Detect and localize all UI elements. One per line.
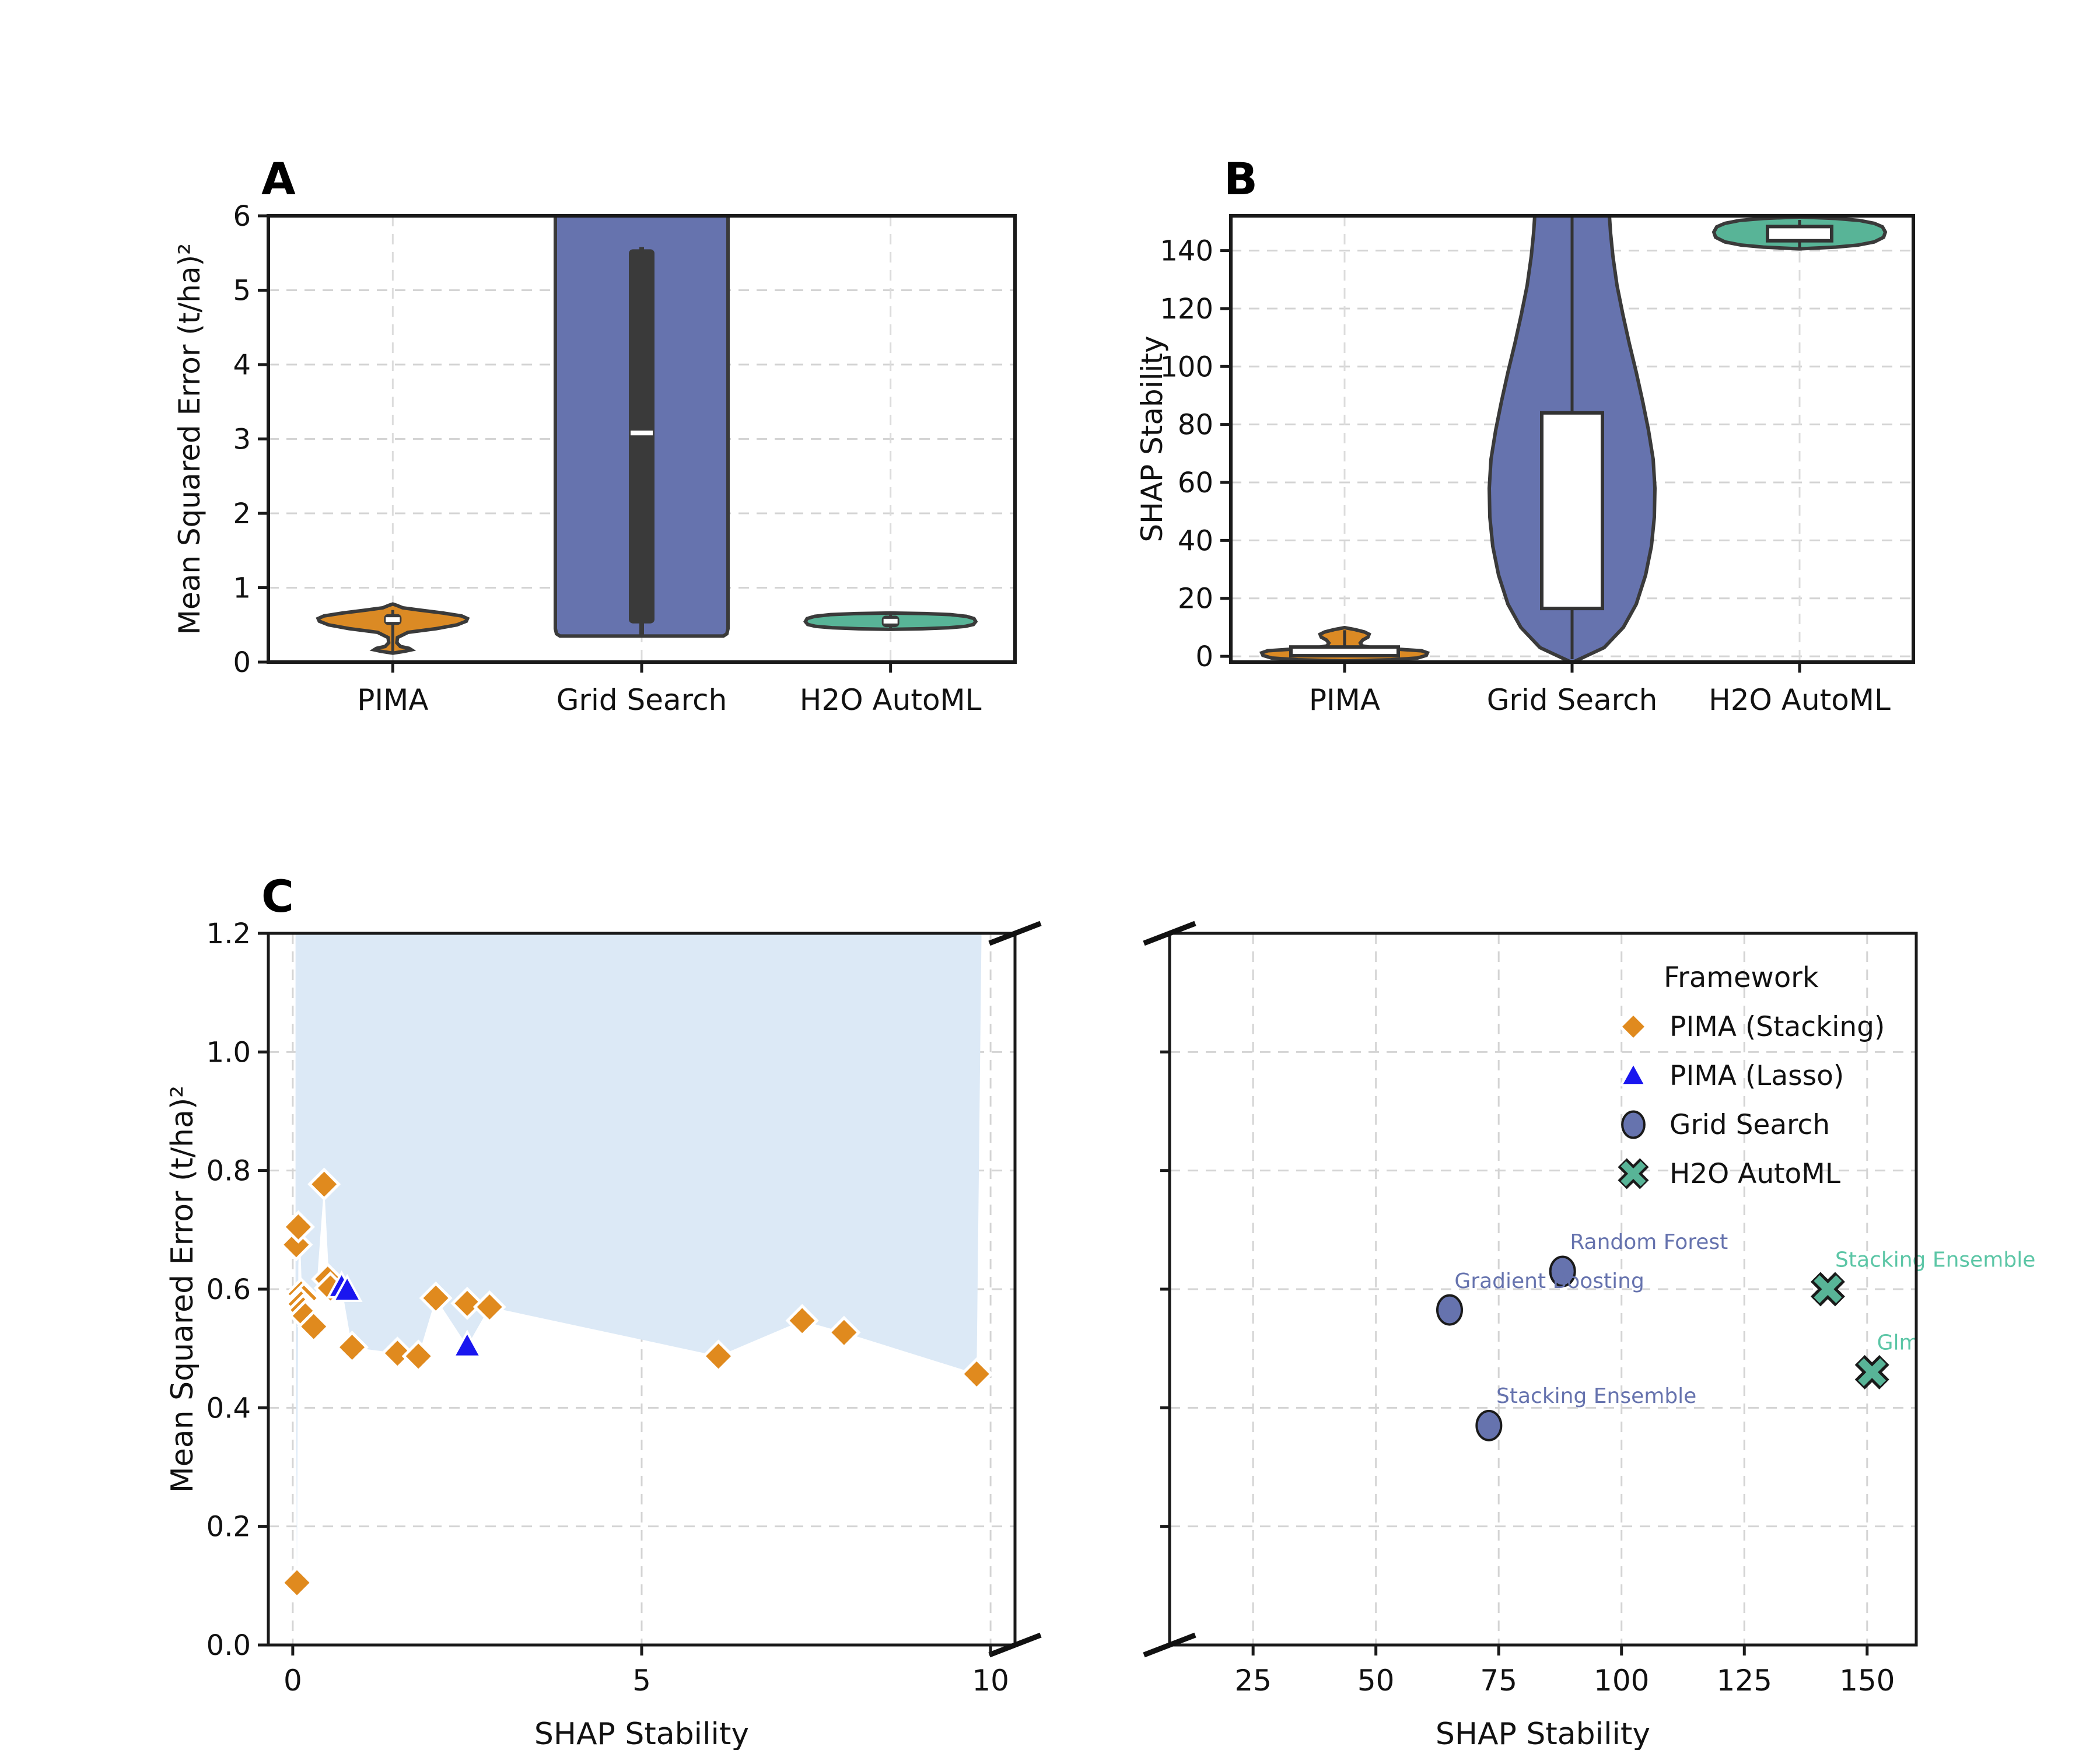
- legend-label: PIMA (Lasso): [1670, 1060, 1844, 1092]
- y-tick-label: 2: [233, 498, 251, 530]
- y-tick-label: 100: [1160, 351, 1213, 383]
- y-tick-label: 40: [1178, 524, 1213, 557]
- panel-a-label: A: [261, 153, 296, 205]
- y-tick-label: 1.2: [206, 918, 251, 950]
- diamond-marker: [1618, 1011, 1649, 1042]
- x-axis-label-right: SHAP Stability: [1436, 1717, 1650, 1750]
- diamond-marker: [335, 1331, 369, 1364]
- y-tick-label: 0: [233, 646, 251, 679]
- series-h2o-automl: [1810, 1272, 1889, 1390]
- y-tick-label: 80: [1178, 409, 1213, 442]
- y-tick-label: 0: [1195, 640, 1213, 673]
- x-axis-label-left: SHAP Stability: [534, 1717, 749, 1750]
- y-tick-label: 120: [1160, 293, 1213, 326]
- diamond-marker: [827, 1315, 861, 1349]
- diamond-marker: [380, 1336, 414, 1370]
- box-grid-search: [1540, 411, 1604, 611]
- x-tick-label: 5: [632, 1664, 651, 1698]
- y-tick-label: 1.0: [206, 1036, 251, 1069]
- diamond-marker: [401, 1339, 435, 1373]
- box-grid-search: [629, 249, 654, 624]
- series-pima-stacking-: [279, 1167, 993, 1600]
- y-tick-label: 60: [1178, 467, 1213, 499]
- y-tick-label: 20: [1178, 583, 1213, 615]
- y-axis-label: SHAP Stability: [1135, 335, 1169, 542]
- x-tick-label: 125: [1717, 1664, 1772, 1698]
- x-category-label: PIMA: [357, 683, 428, 717]
- y-tick-label: 1: [233, 572, 251, 605]
- axis-break-mark: [1143, 921, 1196, 946]
- diamond-marker: [297, 1310, 331, 1343]
- legend-framework: Framework PIMA (Stacking) PIMA (Lasso) Grid…: [1618, 961, 1885, 1190]
- x-category-label: Grid Search: [556, 683, 727, 717]
- diamond-marker: [281, 1210, 315, 1244]
- x-tick-label: 25: [1234, 1664, 1272, 1698]
- series-pima-lasso-: [326, 1270, 483, 1358]
- x-tick-label: 0: [284, 1664, 302, 1698]
- y-tick-label: 5: [233, 275, 251, 307]
- diamond-marker: [473, 1290, 506, 1324]
- panel-b-label: B: [1224, 153, 1258, 205]
- circle-marker: [1549, 1255, 1576, 1287]
- x-category-label: H2O AutoML: [1709, 683, 1891, 717]
- y-tick-label: 0.6: [206, 1273, 251, 1306]
- y-tick-label: 140: [1160, 235, 1213, 268]
- series-grid-search: [1436, 1255, 1576, 1441]
- y-tick-label: 6: [233, 200, 251, 233]
- y-tick-label: 3: [233, 424, 251, 456]
- panel-a-violin-plot: 0 1 2 3 4 5 6 PIMA Grid Search H2O AutoML Mean Squ…: [173, 200, 1017, 717]
- diamond-marker: [307, 1167, 341, 1201]
- box-pima: [1289, 645, 1400, 658]
- x-tick-label: 50: [1357, 1664, 1395, 1698]
- pareto-band: [295, 933, 982, 1583]
- axis-break-mark: [988, 1632, 1042, 1658]
- legend-label: PIMA (Stacking): [1670, 1011, 1885, 1043]
- diamond-marker: [280, 1566, 314, 1600]
- legend-label: Grid Search: [1670, 1109, 1830, 1141]
- y-axis-label: Mean Squared Error (t/ha)²: [165, 1086, 200, 1493]
- x-category-label: Grid Search: [1487, 683, 1658, 717]
- y-tick-label: 0.4: [206, 1392, 251, 1424]
- diamond-marker: [450, 1286, 484, 1320]
- circle-marker: [1475, 1409, 1503, 1441]
- axis-break-mark: [988, 921, 1042, 946]
- x-tick-label: 100: [1594, 1664, 1649, 1698]
- y-tick-label: 0.0: [206, 1629, 251, 1662]
- y-axis-label: Mean Squared Error (t/ha)²: [173, 243, 206, 635]
- axis-break-mark: [1143, 1632, 1196, 1658]
- legend-label: H2O AutoML: [1670, 1158, 1840, 1190]
- panel-c-scatter-plot: Random Forest Gradient Boosting Stacking E…: [165, 918, 2035, 1750]
- triangle-marker: [1619, 1060, 1648, 1087]
- x-tick-label: 10: [972, 1664, 1009, 1698]
- point-annotation: Stacking Ensemble: [1496, 1384, 1696, 1408]
- diamond-marker: [419, 1281, 453, 1315]
- y-tick-label: 4: [233, 349, 251, 382]
- diamond-marker: [960, 1357, 993, 1391]
- x-category-label: PIMA: [1309, 683, 1380, 717]
- point-annotation: Stacking Ensemble: [1835, 1248, 2035, 1272]
- y-tick-label: 0.8: [206, 1155, 251, 1188]
- point-annotation: Gradient Boosting: [1454, 1269, 1644, 1293]
- circle-marker: [1621, 1110, 1646, 1139]
- diamond-marker: [702, 1339, 736, 1373]
- diamond-marker: [785, 1304, 819, 1338]
- circle-marker: [1436, 1294, 1463, 1326]
- x-category-label: H2O AutoML: [800, 683, 982, 717]
- triangle-marker: [331, 1273, 363, 1303]
- x-tick-label: 75: [1480, 1664, 1517, 1698]
- panel-b-violin-plot: 0 20 40 60 80 100 120 140 PIMA Grid Search H2O Aut…: [1135, 214, 1915, 717]
- legend-title: Framework: [1664, 961, 1819, 994]
- x-tick-label: 150: [1839, 1664, 1895, 1698]
- panel-c-label: C: [261, 870, 294, 922]
- y-tick-label: 0.2: [206, 1511, 251, 1544]
- box-h2o-automl: [1766, 225, 1833, 243]
- triangle-marker: [452, 1329, 483, 1358]
- point-annotation: Random Forest: [1570, 1230, 1728, 1254]
- point-annotation: Glm: [1877, 1331, 1920, 1355]
